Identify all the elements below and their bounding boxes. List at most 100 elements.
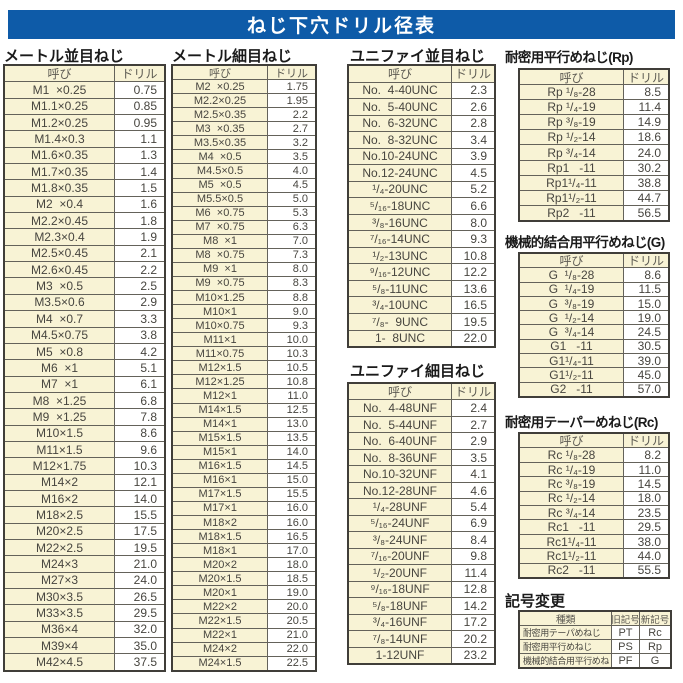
- table-row: Rc ³/₄-14 23.5: [520, 505, 668, 520]
- table-row: M2 ×0.4 1.6: [5, 195, 164, 213]
- thread-name-cell: ¹/₄-20UNC: [349, 181, 452, 198]
- table-row: G ³/₄-14 24.5: [520, 324, 668, 339]
- unified-fine-table: 呼び ドリル No. 4-48UNF 2.4 No. 5-44UNF 2.7 No. 6-4…: [347, 382, 496, 665]
- table-row: M7 ×1 6.1: [5, 375, 164, 392]
- section-title-rc: 耐密用テーパーめねじ(Rc): [505, 415, 658, 430]
- table-row: Rp ¹/₂-14 18.6: [520, 129, 668, 145]
- table-row: 耐密用テーパめねじ PT Rc: [520, 625, 670, 639]
- thread-name-cell: No. 4-48UNF: [349, 400, 452, 416]
- thread-name-cell: ⁷/₁₆-20UNF: [349, 548, 452, 565]
- column-header: ドリル: [268, 66, 315, 80]
- section-title-metric-fine: メートル細目ねじ: [172, 48, 293, 65]
- thread-name-cell: M27×3: [5, 572, 115, 588]
- table-row: ¹/₄-28UNF 5.4: [349, 498, 494, 515]
- drill-value-cell: 4.2: [115, 343, 164, 360]
- thread-name-cell: M20×1.5: [173, 572, 268, 586]
- table-row: ⁷/₈-14UNF 20.2: [349, 630, 494, 647]
- thread-name-cell: M9 ×1: [173, 262, 268, 276]
- drill-value-cell: 7.0: [268, 234, 315, 248]
- drill-value-cell: 39.0: [624, 354, 668, 368]
- table-row: M17×1.5 15.5: [173, 486, 315, 501]
- thread-name-cell: M2.2×0.45: [5, 213, 115, 229]
- drill-value-cell: 3.5: [268, 150, 315, 164]
- thread-name-cell: M18×2.5: [5, 507, 115, 523]
- table-row: Rp ³/₈-19 14.9: [520, 114, 668, 130]
- thread-name-cell: G1¹/₂-11: [520, 368, 624, 382]
- thread-name-cell: M18×1.5: [173, 530, 268, 544]
- table-row: M22×1.5 20.5: [173, 613, 315, 628]
- table-row: M15×1.5 13.5: [173, 430, 315, 445]
- thread-name-cell: M1.8×0.35: [5, 180, 115, 196]
- thread-name-cell: Rc1 -11: [520, 520, 624, 534]
- thread-name-cell: M24×1.5: [173, 656, 268, 670]
- thread-name-cell: G ¹/₄-19: [520, 282, 624, 296]
- thread-name-cell: M4 ×0.7: [5, 311, 115, 327]
- thread-name-cell: G2 -11: [520, 382, 624, 396]
- drill-value-cell: 19.5: [452, 313, 494, 330]
- drill-value-cell: 5.2: [452, 181, 494, 198]
- thread-name-cell: M20×2.5: [5, 523, 115, 539]
- table-row: Rp ¹/₄-19 11.4: [520, 99, 668, 115]
- table-row: M11×1.5 9.6: [5, 440, 164, 458]
- table-row: M3.5×0.6 2.9: [5, 293, 164, 311]
- thread-name-cell: M22×2.5: [5, 539, 115, 556]
- drill-value-cell: 8.0: [268, 262, 315, 276]
- table-row: ³/₈-24UNF 8.4: [349, 531, 494, 548]
- column-header: 呼び: [173, 66, 268, 80]
- drill-value-cell: 1.6: [115, 196, 164, 213]
- drill-value-cell: 20.0: [268, 600, 315, 614]
- thread-name-cell: M3.5×0.6: [5, 294, 115, 311]
- drill-value-cell: 24.0: [624, 145, 668, 160]
- drill-value-cell: 37.5: [115, 654, 164, 670]
- drill-value-cell: 3.2: [268, 136, 315, 150]
- table-row: ³/₄-10UNC 16.5: [349, 296, 494, 313]
- drill-value-cell: 4.5: [268, 178, 315, 192]
- table-row: 耐密用平行めねじ PS Rp: [520, 639, 670, 653]
- thread-name-cell: G ³/₄-14: [520, 325, 624, 339]
- drill-value-cell: 21.0: [115, 556, 164, 572]
- drill-value-cell: Rp: [640, 640, 670, 653]
- drill-value-cell: 14.5: [268, 459, 315, 473]
- table-row: No. 4-48UNF 2.4: [349, 399, 494, 416]
- drill-value-cell: 3.9: [452, 148, 494, 165]
- table-row: M6 ×1 5.1: [5, 359, 164, 376]
- column-header: 旧記号: [612, 612, 640, 625]
- drill-value-cell: 2.2: [115, 262, 164, 278]
- thread-name-cell: Rc2 -11: [520, 563, 624, 578]
- table-row: M1.4×0.3 1.1: [5, 130, 164, 147]
- thread-name-cell: Rc ¹/₂-14: [520, 491, 624, 506]
- thread-name-cell: M18×1: [173, 544, 268, 558]
- table-row: M9 ×1.25 7.8: [5, 408, 164, 425]
- thread-name-cell: M12×1.75: [5, 458, 115, 474]
- drill-value-cell: 16.0: [268, 516, 315, 530]
- table-row: M9 ×1 8.0: [173, 261, 315, 276]
- table-row: M6 ×0.75 5.3: [173, 205, 315, 220]
- table-row: M30×3.5 26.5: [5, 588, 164, 605]
- table-row: No. 4-40UNC 2.3: [349, 81, 494, 99]
- drill-value-cell: 12.5: [268, 403, 315, 417]
- thread-name-cell: M15×1: [173, 445, 268, 459]
- thread-name-cell: M14×1: [173, 417, 268, 431]
- drill-value-cell: 10.8: [452, 247, 494, 264]
- table-row: No. 5-40UNC 2.6: [349, 98, 494, 115]
- table-row: M1.1×0.25 0.85: [5, 97, 164, 115]
- column-header: ドリル: [115, 66, 164, 82]
- table-row: M2.5×0.35 2.2: [173, 107, 315, 122]
- thread-name-cell: M5.5×0.5: [173, 192, 268, 206]
- drill-value-cell: 9.0: [268, 305, 315, 319]
- drill-value-cell: 29.5: [115, 605, 164, 621]
- thread-name-cell: ⁹/₁₆-12UNC: [349, 264, 452, 280]
- table-row: Rc ³/₈-19 14.5: [520, 476, 668, 491]
- drill-value-cell: 8.4: [452, 532, 494, 548]
- thread-name-cell: M8 ×1.25: [5, 392, 115, 409]
- thread-name-cell: G ¹/₂-14: [520, 311, 624, 325]
- thread-name-cell: M4.5×0.75: [5, 327, 115, 343]
- drill-value-cell: 7.3: [268, 248, 315, 262]
- drill-value-cell: 12.2: [452, 264, 494, 280]
- drill-value-cell: 1.8: [115, 213, 164, 229]
- drill-value-cell: 55.5: [624, 563, 668, 578]
- drill-value-cell: 22.5: [268, 656, 315, 670]
- column-header: 呼び: [5, 66, 115, 82]
- drill-value-cell: 14.5: [624, 477, 668, 491]
